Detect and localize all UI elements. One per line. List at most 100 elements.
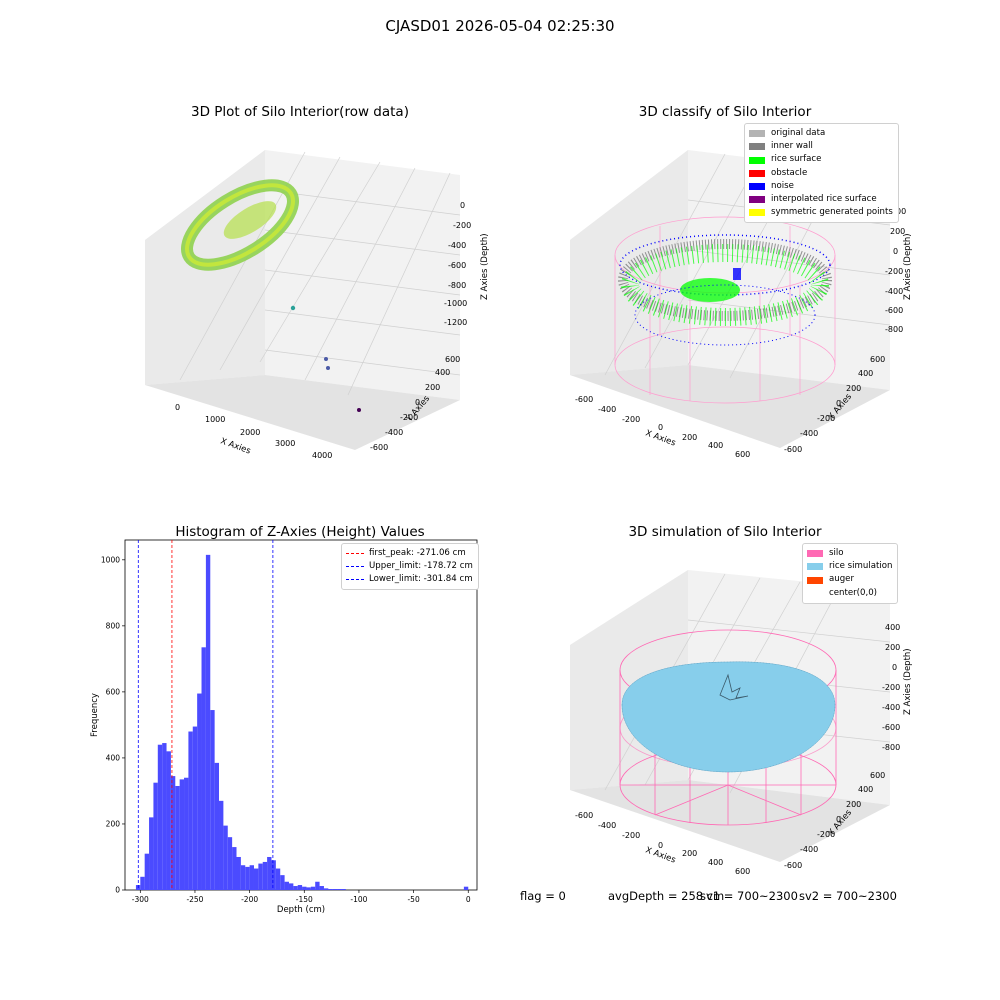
tick: -400 [448, 241, 466, 250]
histogram-bar [175, 785, 180, 890]
histogram-bar [227, 837, 233, 890]
legend-line [346, 553, 364, 554]
histogram-bar [166, 751, 171, 890]
histogram-bar [197, 693, 202, 890]
tick: -600 [370, 443, 388, 452]
histogram-bar [328, 889, 333, 890]
x-tick-label: -100 [350, 895, 367, 904]
tick: -400 [598, 405, 616, 414]
tick: 600 [870, 355, 885, 364]
legend-line [346, 579, 364, 580]
tick: 200 [425, 383, 440, 392]
histogram-bar [267, 856, 272, 890]
tick: -200 [885, 267, 903, 276]
tick: -400 [885, 287, 903, 296]
tick: 200 [846, 384, 861, 393]
histogram-y-label: Frequency [90, 693, 100, 737]
legend-swatch [749, 143, 765, 151]
tick: 400 [858, 369, 873, 378]
legend-label: auger [829, 574, 854, 585]
tick: 400 [708, 441, 723, 450]
tick: 600 [445, 355, 460, 364]
legend-label: inner wall [771, 141, 813, 152]
x-tick-label: 0 [466, 895, 471, 904]
histogram-x-label: Depth (cm) [277, 905, 325, 915]
tick: -400 [598, 821, 616, 830]
tick: 0 [658, 423, 663, 432]
legend-label: original data [771, 128, 826, 138]
tick: 2000 [240, 428, 260, 437]
simulation-z-label: Z Axies (Depth) [903, 648, 913, 715]
tick: 400 [708, 858, 723, 867]
tick: 3000 [275, 439, 295, 448]
histogram-bar [157, 744, 163, 890]
classify-y-ticks: -600 -400 -200 0 200 400 600 [784, 355, 885, 454]
y-tick-label: 400 [106, 753, 121, 762]
histogram-bar [210, 710, 215, 890]
tick: -600 [784, 445, 802, 454]
histogram-bars [135, 554, 469, 890]
histogram-bar [245, 866, 250, 890]
simulation-legend: silo rice simulation auger center(0,0) [802, 543, 899, 604]
tick: 200 [890, 227, 905, 236]
tick: -600 [448, 261, 466, 270]
tick: 0 [892, 663, 897, 672]
legend-swatch [807, 589, 823, 597]
histogram-bar [140, 876, 145, 890]
histogram-bar [315, 881, 320, 890]
tick: -400 [882, 703, 900, 712]
tick: 0 [658, 841, 663, 850]
histogram-bar [288, 883, 294, 890]
y-tick-label: 0 [115, 886, 120, 895]
legend-item: silo [807, 547, 892, 560]
legend-item: auger [807, 573, 892, 586]
classify-x-ticks: -600 -400 -200 0 200 400 600 [575, 395, 750, 459]
tick: -600 [885, 306, 903, 315]
legend-label: noise [771, 180, 794, 191]
simulation-rice-mesh [621, 661, 836, 773]
tick: 00 [896, 207, 906, 216]
tick: 200 [885, 643, 900, 652]
simulation-z-ticks: 400 200 0 -200 -400 -600 -800 [882, 623, 900, 752]
histogram-x-ticks: -300 -250 -200 -150 -100 -50 0 [132, 890, 471, 904]
y-tick-label: 1000 [101, 555, 120, 564]
legend-swatch [749, 209, 765, 217]
histogram-bar [337, 889, 342, 890]
histogram-legend: first_peak: -271.06 cm Upper_limit: -178… [341, 543, 479, 590]
tick: -800 [882, 743, 900, 752]
classify-rice-core [680, 278, 740, 302]
tick: -600 [575, 811, 593, 820]
histogram-bar [192, 726, 198, 890]
legend-item: noise [749, 180, 893, 193]
histogram-bar [271, 860, 276, 890]
histogram-bar [219, 800, 224, 890]
legend-item: first_peak: -271.06 cm [346, 547, 473, 560]
x-tick-label: -250 [186, 895, 203, 904]
legend-item: obstacle [749, 167, 893, 180]
legend-line [346, 566, 364, 567]
x-tick-label: -200 [241, 895, 258, 904]
tick: 400 [858, 785, 873, 794]
tick: -1000 [444, 299, 467, 308]
tick: 200 [682, 849, 697, 858]
legend-label: symmetric generated points [771, 207, 893, 218]
tick: 0 [893, 247, 898, 256]
status-avg-depth: avgDepth = 258 cm [608, 889, 725, 903]
legend-item: center(0,0) [807, 587, 892, 600]
raw-plot-title: 3D Plot of Silo Interior(row data) [191, 104, 409, 120]
tick: -200 [453, 221, 471, 230]
simulation-pane-floor [570, 780, 890, 862]
histogram-bar [302, 886, 307, 890]
legend-item: original data [749, 127, 893, 140]
histogram-bar [205, 554, 211, 890]
legend-label: Upper_limit: -178.72 cm [369, 561, 473, 571]
legend-swatch [749, 182, 765, 190]
tick: -400 [800, 845, 818, 854]
legend-swatch [749, 169, 765, 177]
histogram-bar [262, 861, 268, 890]
histogram-bar [149, 817, 154, 890]
legend-swatch [749, 156, 765, 164]
raw-3d-plot: 0 1000 2000 3000 4000 X Axies -600 -400 … [145, 150, 490, 460]
classify-noise-ring [619, 234, 831, 296]
tick: -200 [400, 413, 418, 422]
